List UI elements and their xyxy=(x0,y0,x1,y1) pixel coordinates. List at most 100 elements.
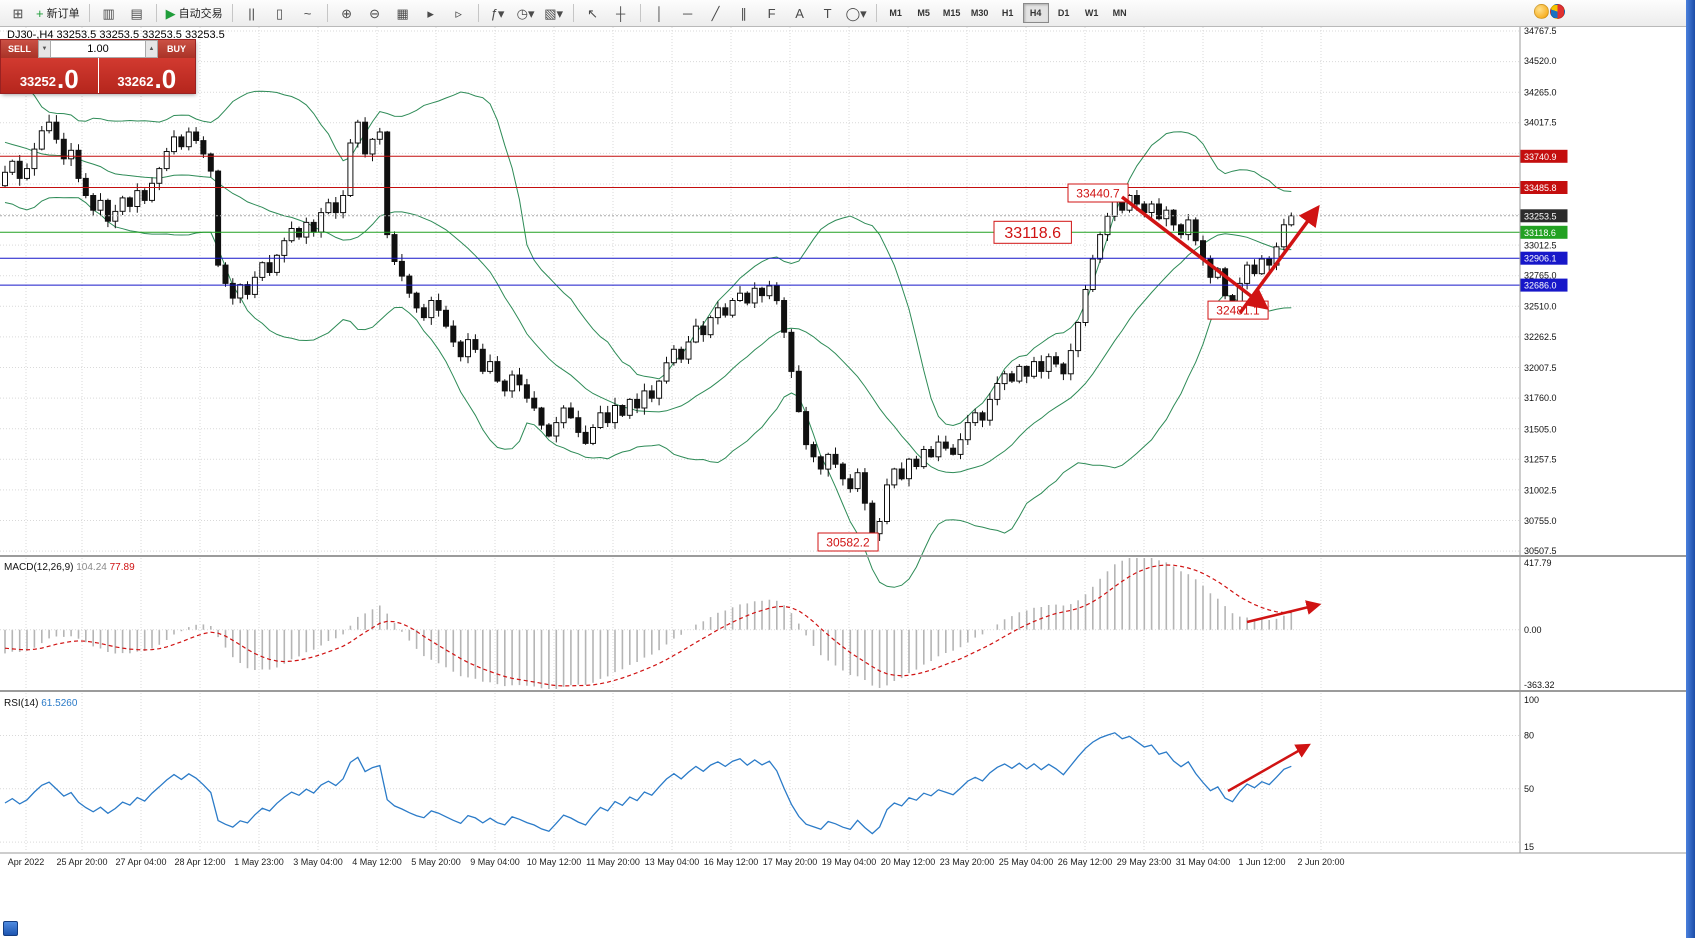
text-icon[interactable]: A xyxy=(787,2,813,24)
timeframe-h1[interactable]: H1 xyxy=(1001,8,1014,18)
bar-chart-icon[interactable]: || xyxy=(239,2,265,24)
toolbar-separator xyxy=(231,4,233,22)
timeframe-m1[interactable]: M1 xyxy=(889,8,902,18)
fibonacci-icon[interactable]: F xyxy=(759,2,785,24)
rsi-axis[interactable]: 100 80 50 15 xyxy=(1524,695,1539,852)
trendline-icon-glyph: ╱ xyxy=(711,5,720,21)
toolbar-separator xyxy=(477,4,479,22)
fibonacci-icon-glyph: F xyxy=(767,5,776,21)
timeframe-m15[interactable]: M15 xyxy=(942,8,961,18)
line-chart-icon[interactable]: ~ xyxy=(295,2,321,24)
crosshair-icon[interactable]: ┼ xyxy=(608,2,634,24)
svg-text:32481.1: 32481.1 xyxy=(1216,304,1260,318)
horizontal-levels[interactable] xyxy=(0,155,1520,286)
new-order-button[interactable]: + 新订单 xyxy=(33,2,83,24)
chart-shift-icon[interactable]: ▹ xyxy=(446,2,472,24)
candlestick-layer xyxy=(2,114,1295,542)
svg-text:30582.2: 30582.2 xyxy=(826,535,870,549)
svg-text:31 May 04:00: 31 May 04:00 xyxy=(1176,857,1231,867)
zoom-in-icon[interactable]: ⊕ xyxy=(334,2,360,24)
new-order-glyph: + xyxy=(36,5,44,21)
timeframe-m5[interactable]: M5 xyxy=(917,8,930,18)
auto-scroll-icon[interactable]: ▸ xyxy=(418,2,444,24)
periods-icon[interactable]: ◷▾ xyxy=(513,2,539,24)
timeframe-mn[interactable]: MN xyxy=(1112,8,1127,18)
connection-status-icon[interactable] xyxy=(1534,4,1549,19)
trendline-icon[interactable]: ╱ xyxy=(703,2,729,24)
minimized-chart-icon[interactable] xyxy=(3,921,18,936)
toolbar-separator xyxy=(572,4,574,22)
time-axis[interactable]: Apr 2022 25 Apr 20:00 27 Apr 04:00 28 Apr 1… xyxy=(8,857,1345,867)
indicators-icon-glyph: ƒ▾ xyxy=(490,5,505,21)
auto-scroll-icon-glyph: ▸ xyxy=(427,5,434,21)
svg-text:32686.0: 32686.0 xyxy=(1524,281,1557,291)
panel-separators[interactable] xyxy=(0,27,1686,854)
market-watch-icon[interactable]: ▥ xyxy=(96,2,122,24)
svg-text:34767.5: 34767.5 xyxy=(1524,27,1557,36)
svg-text:32765.0: 32765.0 xyxy=(1524,271,1557,281)
svg-text:34017.5: 34017.5 xyxy=(1524,118,1557,128)
macd-histogram xyxy=(4,558,1293,689)
svg-text:10 May 12:00: 10 May 12:00 xyxy=(527,857,582,867)
trend-arrows[interactable] xyxy=(1120,195,1322,793)
sell-price-main: 33252 xyxy=(19,74,56,90)
macd-axis[interactable]: 417.79 0.00 -363.32 xyxy=(1524,558,1555,690)
svg-text:80: 80 xyxy=(1524,731,1534,741)
timeframe-h4[interactable]: H4 xyxy=(1022,3,1049,23)
sell-price-button[interactable]: 33252 .0 xyxy=(1,58,98,93)
price-axis[interactable]: 34767.5 34520.0 34265.0 34017.5 33012.5 32765… xyxy=(1524,27,1557,556)
svg-text:15: 15 xyxy=(1524,842,1534,852)
main-toolbar: ⊞ + 新订单 ▥ ▤ ▶ 自动交易 || ▯ ~ ⊕ ⊖ ▦ ▸ ▹ ƒ▾ ◷▾ ▧▾ ↖ ┼ │ ─ ╱ ∥ F A T ◯▾ M1… xyxy=(0,0,1686,27)
vertical-line-icon[interactable]: │ xyxy=(647,2,673,24)
new-chart-icon[interactable]: ⊞ xyxy=(5,2,31,24)
tile-windows-icon[interactable]: ▦ xyxy=(390,2,416,24)
svg-text:5 May 20:00: 5 May 20:00 xyxy=(411,857,461,867)
auto-trading-button[interactable]: ▶ 自动交易 xyxy=(163,2,226,24)
chart-canvas[interactable]: 33740.9 33485.8 33118.6 32906.1 32686.0 33253… xyxy=(0,27,1686,870)
crosshair-icon-glyph: ┼ xyxy=(615,5,626,21)
horizontal-line-icon[interactable]: ─ xyxy=(675,2,701,24)
channel-icon[interactable]: ∥ xyxy=(731,2,757,24)
candlestick-chart-icon[interactable]: ▯ xyxy=(267,2,293,24)
timeframe-d1[interactable]: D1 xyxy=(1057,8,1070,18)
templates-icon[interactable]: ▧▾ xyxy=(541,2,567,24)
community-logo-icon[interactable] xyxy=(1550,4,1565,19)
chart-window[interactable]: 33740.9 33485.8 33118.6 32906.1 32686.0 33253… xyxy=(0,27,1686,870)
cursor-icon[interactable]: ↖ xyxy=(580,2,606,24)
svg-text:27 Apr 04:00: 27 Apr 04:00 xyxy=(115,857,166,867)
one-click-trading-panel: SELL ▼ 1.00 ▲ BUY 33252 .0 33262 .0 xyxy=(0,39,196,95)
rsi-line xyxy=(4,732,1292,835)
price-annotations[interactable]: 33440.7 33118.6 32481.1 30582.2 xyxy=(817,183,1269,552)
svg-text:26 May 12:00: 26 May 12:00 xyxy=(1058,857,1113,867)
timeframe-m30[interactable]: M30 xyxy=(970,8,989,18)
toolbar-separator xyxy=(326,4,328,22)
data-window-icon-glyph: ▤ xyxy=(130,5,143,21)
svg-text:34520.0: 34520.0 xyxy=(1524,56,1557,66)
sell-price-pips: .0 xyxy=(56,64,79,95)
buy-button[interactable]: BUY xyxy=(158,40,195,58)
buy-price-button[interactable]: 33262 .0 xyxy=(98,58,195,95)
svg-text:33118.6: 33118.6 xyxy=(1524,228,1556,238)
text-icon-glyph: A xyxy=(795,5,804,21)
volume-input[interactable]: 1.00 xyxy=(51,40,145,58)
svg-text:20 May 12:00: 20 May 12:00 xyxy=(881,857,936,867)
horizontal-line-icon-glyph: ─ xyxy=(682,5,693,21)
buy-price-pips: .0 xyxy=(154,64,177,95)
zoom-out-icon[interactable]: ⊖ xyxy=(362,2,388,24)
volume-up-button[interactable]: ▲ xyxy=(145,40,158,58)
periods-icon-glyph: ◷▾ xyxy=(516,5,535,21)
label-icon[interactable]: T xyxy=(815,2,841,24)
svg-text:417.79: 417.79 xyxy=(1524,558,1552,568)
svg-text:-363.32: -363.32 xyxy=(1524,680,1555,690)
svg-text:17 May 20:00: 17 May 20:00 xyxy=(763,857,818,867)
svg-text:31257.5: 31257.5 xyxy=(1524,455,1557,465)
timeframe-w1[interactable]: W1 xyxy=(1084,8,1099,18)
indicators-icon[interactable]: ƒ▾ xyxy=(485,2,511,24)
data-window-icon[interactable]: ▤ xyxy=(124,2,150,24)
sell-button[interactable]: SELL xyxy=(1,40,38,58)
market-watch-icon-glyph: ▥ xyxy=(102,5,115,21)
svg-text:2 Jun 20:00: 2 Jun 20:00 xyxy=(1297,857,1344,867)
shapes-icon[interactable]: ◯▾ xyxy=(843,2,870,24)
volume-down-button[interactable]: ▼ xyxy=(38,40,51,58)
